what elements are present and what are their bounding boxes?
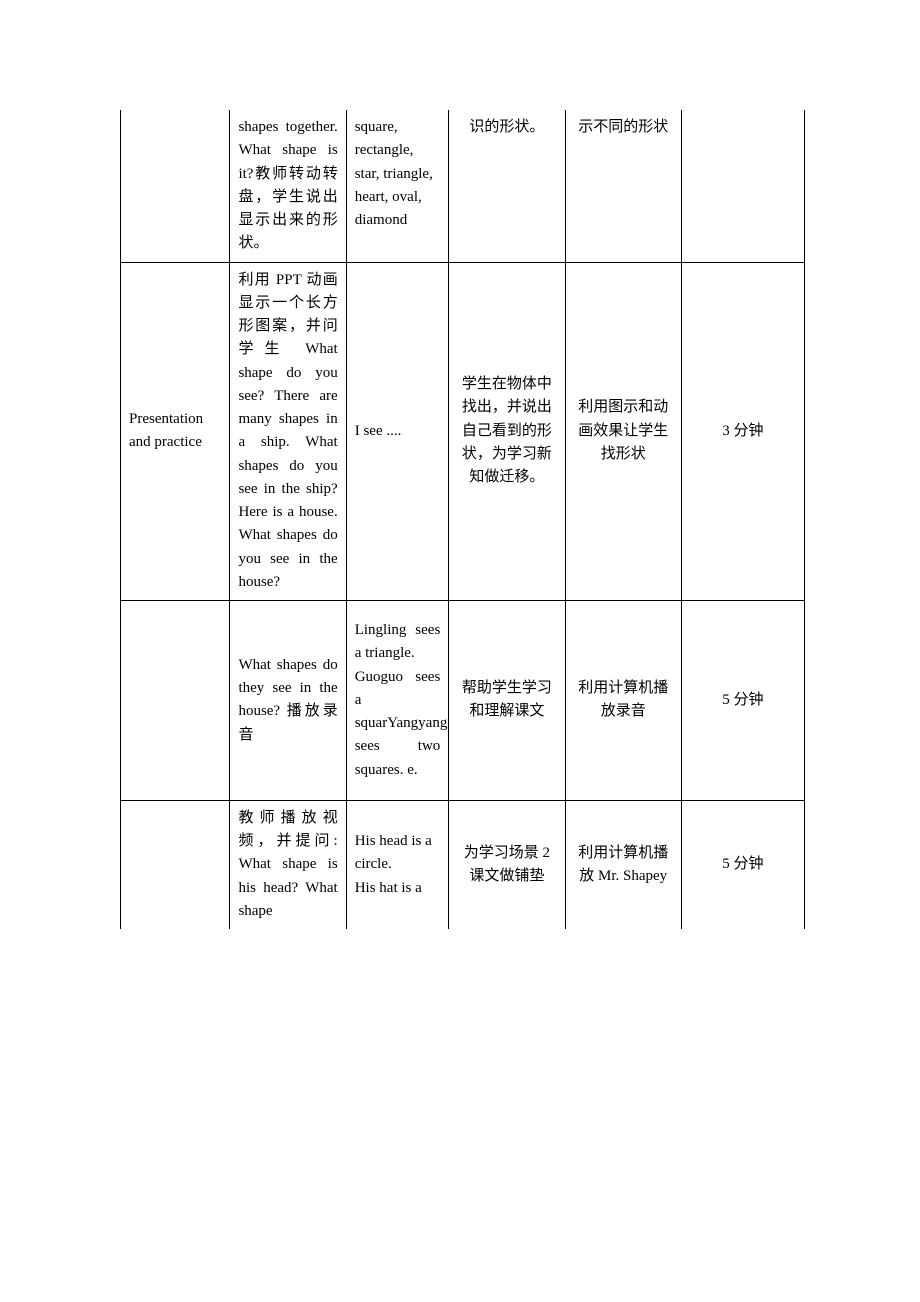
cell-teacher-activity: shapes together. What shape is it?教师转动转盘…	[230, 110, 346, 262]
cell-time: 5 分钟	[681, 601, 804, 801]
cell-teacher-activity: 利用 PPT 动画显示一个长方形图案，并问学生 What shape do yo…	[230, 262, 346, 601]
cell-stage	[121, 601, 230, 801]
cell-student-activity: His head is a circle. His hat is a	[346, 800, 449, 929]
cell-teacher-activity: 教师播放视频，并提问: What shape is his head? What…	[230, 800, 346, 929]
cell-media: 示不同的形状	[565, 110, 681, 262]
cell-stage: Presentation and practice	[121, 262, 230, 601]
cell-time: 3 分钟	[681, 262, 804, 601]
cell-student-activity: I see ....	[346, 262, 449, 601]
cell-media: 利用计算机播放录音	[565, 601, 681, 801]
cell-time	[681, 110, 804, 262]
cell-stage	[121, 800, 230, 929]
cell-teacher-activity: What shapes do they see in the house? 播放…	[230, 601, 346, 801]
table-row: Presentation and practice 利用 PPT 动画显示一个长…	[121, 262, 805, 601]
cell-student-activity: Lingling sees a triangle. Guoguo sees a …	[346, 601, 449, 801]
table-row: 教师播放视频，并提问: What shape is his head? What…	[121, 800, 805, 929]
table-row: What shapes do they see in the house? 播放…	[121, 601, 805, 801]
cell-purpose: 识的形状。	[449, 110, 565, 262]
lesson-plan-table: shapes together. What shape is it?教师转动转盘…	[120, 110, 805, 929]
document-page: shapes together. What shape is it?教师转动转盘…	[0, 0, 920, 1302]
cell-purpose: 学生在物体中找出，并说出自己看到的形状，为学习新知做迁移。	[449, 262, 565, 601]
cell-purpose: 帮助学生学习和理解课文	[449, 601, 565, 801]
table-row: shapes together. What shape is it?教师转动转盘…	[121, 110, 805, 262]
cell-purpose: 为学习场景 2课文做铺垫	[449, 800, 565, 929]
cell-media: 利用计算机播放 Mr. Shapey	[565, 800, 681, 929]
cell-student-activity: square, rectangle, star, triangle, heart…	[346, 110, 449, 262]
cell-stage	[121, 110, 230, 262]
cell-time: 5 分钟	[681, 800, 804, 929]
cell-media: 利用图示和动画效果让学生找形状	[565, 262, 681, 601]
